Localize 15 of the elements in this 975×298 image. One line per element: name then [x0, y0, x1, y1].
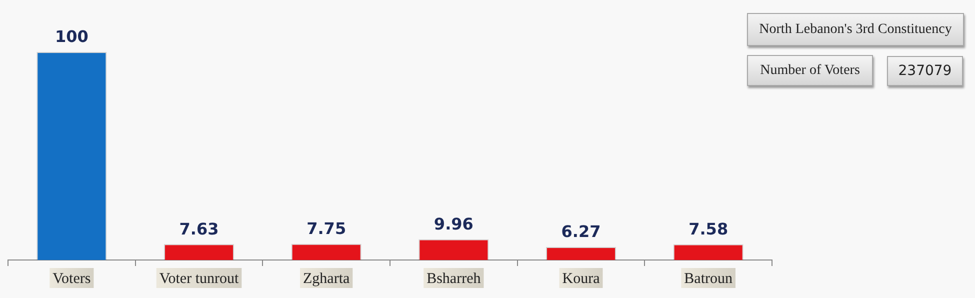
- annotation: Number of Voters: [747, 55, 873, 86]
- x-tick-label: Koura: [562, 270, 600, 287]
- x-tick-label: Zgharta: [303, 270, 350, 287]
- x-tick-label: Bsharreh: [426, 270, 482, 287]
- data-label: 7.63: [179, 219, 219, 238]
- data-label: 7.58: [688, 219, 728, 238]
- data-label: 9.96: [434, 214, 474, 234]
- x-tick-label: Batroun: [684, 270, 733, 287]
- x-tick-label: Voter tunrout: [159, 270, 240, 287]
- x-tick-label: Voters: [52, 270, 91, 287]
- text: 237079: [887, 56, 963, 86]
- data-label: 7.75: [306, 219, 346, 238]
- text: North Lebanon's 3rd Constituency: [747, 13, 964, 46]
- data-label: 6.27: [561, 222, 601, 242]
- data-label: 100: [54, 27, 88, 46]
